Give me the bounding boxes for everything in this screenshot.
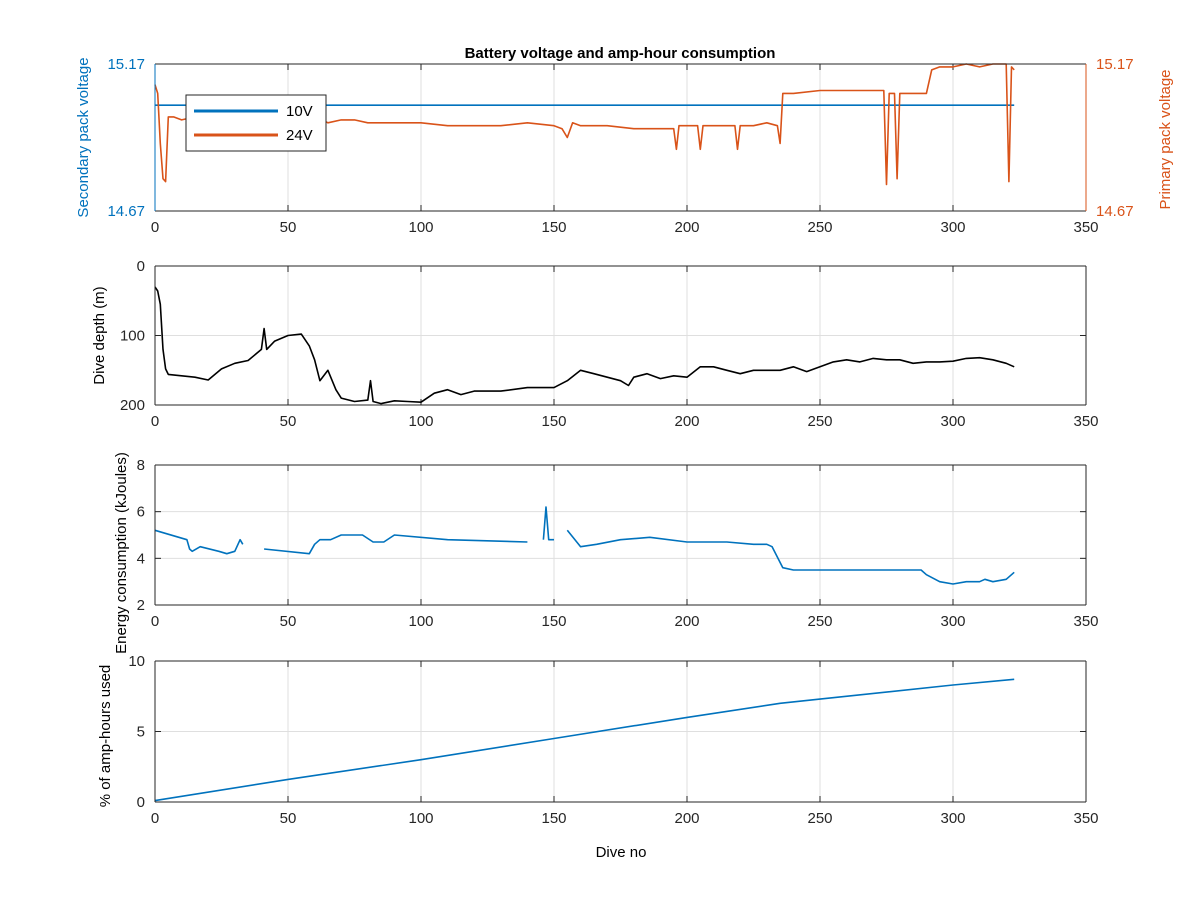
series-line: [154, 678, 1015, 802]
x-tick-label: 100: [408, 219, 433, 236]
x-tick-label: 300: [940, 613, 965, 630]
x-tick-label: 300: [940, 413, 965, 430]
x-tick-label: 100: [408, 810, 433, 827]
series-line: [566, 529, 1015, 585]
x-tick-label: 150: [541, 810, 566, 827]
x-tick-label: 50: [280, 613, 297, 630]
x-tick-label: 250: [807, 613, 832, 630]
x-tick-label: 200: [674, 613, 699, 630]
y-tick-label: 6: [137, 504, 145, 521]
x-tick-label: 150: [541, 613, 566, 630]
x-tick-label: 50: [280, 219, 297, 236]
x-tick-label: 300: [940, 219, 965, 236]
y-tick-label: 8: [137, 457, 145, 474]
energy-panel: 0 50 100 150 200 250 300 350 2 4 6 8 Energy consumpt…: [113, 452, 1099, 654]
y-axis-label: Dive depth (m): [91, 286, 108, 384]
x-tick-label: 350: [1073, 219, 1098, 236]
y-tick-label: 0: [137, 258, 145, 275]
x-tick-label: 200: [674, 413, 699, 430]
x-tick-label: 150: [541, 219, 566, 236]
y-tick-label: 15.17: [107, 56, 145, 73]
series-line: [154, 529, 244, 555]
x-tick-label: 0: [151, 413, 159, 430]
x-tick-label: 150: [541, 413, 566, 430]
series-line: [154, 286, 1015, 405]
x-tick-label: 250: [807, 413, 832, 430]
x-tick-label: 250: [807, 810, 832, 827]
x-tick-label: 350: [1073, 613, 1098, 630]
x-tick-label: 200: [674, 810, 699, 827]
x-tick-label: 350: [1073, 413, 1098, 430]
plot-area: [155, 465, 1086, 605]
y-tick-label: 200: [120, 397, 145, 414]
y-tick-label: 10: [128, 653, 145, 670]
x-tick-label: 350: [1073, 810, 1098, 827]
y-tick-label: 100: [120, 328, 145, 345]
y-axis-label-left: Secondary pack voltage: [75, 57, 92, 217]
x-tick-label: 0: [151, 810, 159, 827]
legend-label: 10V: [286, 103, 313, 120]
y-tick-label: 14.67: [107, 203, 145, 220]
y-axis-label: % of amp-hours used: [97, 665, 114, 808]
y-axis-label: Energy consumption (kJoules): [113, 452, 130, 654]
x-tick-label: 0: [151, 613, 159, 630]
x-axis-label: Dive no: [596, 844, 647, 861]
x-tick-label: 100: [408, 413, 433, 430]
amp-hours-panel: 0 50 100 150 200 250 300 350 0 5 10 % of amp-hours …: [97, 653, 1099, 827]
x-tick-label: 250: [807, 219, 832, 236]
x-tick-label: 100: [408, 613, 433, 630]
legend-box: [185, 94, 327, 152]
y-tick-label: 2: [137, 597, 145, 614]
figure-title: Battery voltage and amp-hour consumption: [465, 45, 776, 62]
x-tick-label: 300: [940, 810, 965, 827]
x-tick-label: 0: [151, 219, 159, 236]
x-tick-label: 50: [280, 413, 297, 430]
y-tick-label: 4: [137, 550, 145, 567]
y-tick-label: 0: [137, 794, 145, 811]
series-line: [264, 534, 528, 555]
y-right-tick-label: 15.17: [1096, 56, 1134, 73]
y-right-tick-label: 14.67: [1096, 203, 1134, 220]
x-tick-label: 200: [674, 219, 699, 236]
y-tick-label: 5: [137, 724, 145, 741]
depth-panel: 0 50 100 150 200 250 300 350 0 100 200 Dive depth (…: [91, 258, 1099, 430]
series-line: [542, 506, 554, 541]
y-axis-label-right: Primary pack voltage: [1157, 69, 1174, 209]
x-tick-label: 50: [280, 810, 297, 827]
legend-label: 24V: [286, 127, 313, 144]
